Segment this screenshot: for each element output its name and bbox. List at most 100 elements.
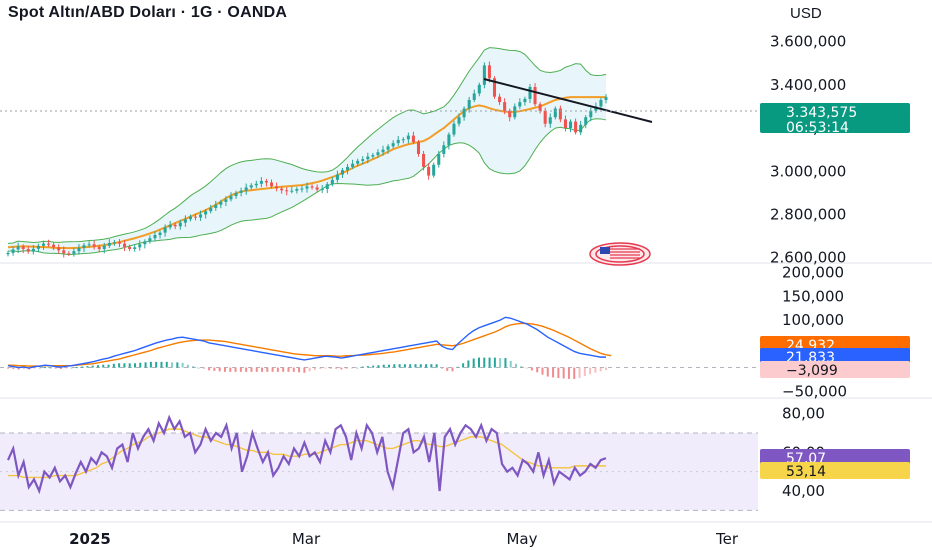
macd-histogram-bar[interactable]: [91, 365, 94, 368]
candle[interactable]: [52, 242, 56, 251]
macd-histogram-bar[interactable]: [552, 367, 555, 378]
candle[interactable]: [234, 190, 238, 199]
candle[interactable]: [26, 246, 30, 254]
trendline[interactable]: [483, 78, 653, 123]
rsi-line[interactable]: [6, 414, 607, 495]
candle[interactable]: [138, 240, 142, 251]
us-flag-icon[interactable]: [589, 242, 651, 266]
candle[interactable]: [117, 239, 122, 248]
macd-panel[interactable]: [0, 316, 758, 379]
macd-histogram-bar[interactable]: [287, 367, 290, 372]
candle[interactable]: [275, 182, 279, 192]
candle[interactable]: [442, 141, 446, 158]
macd-histogram-bar[interactable]: [208, 367, 211, 371]
candle[interactable]: [574, 118, 578, 135]
candle[interactable]: [518, 98, 522, 110]
macd-histogram-bar[interactable]: [372, 365, 375, 368]
candle[interactable]: [437, 150, 441, 168]
macd-histogram-bar[interactable]: [255, 367, 258, 372]
macd-histogram-bar[interactable]: [59, 367, 62, 369]
candle[interactable]: [457, 113, 461, 127]
macd-histogram-bar[interactable]: [340, 367, 343, 370]
candle[interactable]: [528, 83, 532, 103]
macd-histogram-bar[interactable]: [96, 365, 99, 368]
candle[interactable]: [123, 239, 127, 251]
macd-histogram-bar[interactable]: [282, 367, 285, 372]
candle[interactable]: [315, 184, 319, 193]
candle[interactable]: [158, 230, 162, 239]
macd-histogram-bar[interactable]: [393, 364, 396, 368]
candle[interactable]: [351, 159, 355, 170]
candle[interactable]: [57, 244, 61, 254]
macd-histogram-bar[interactable]: [197, 367, 200, 369]
candle[interactable]: [31, 244, 35, 255]
bollinger-upper-line[interactable]: [7, 47, 607, 244]
macd-histogram-bar[interactable]: [403, 364, 406, 368]
macd-histogram-bar[interactable]: [451, 367, 454, 372]
candle[interactable]: [244, 183, 248, 195]
candle[interactable]: [128, 244, 132, 252]
candle[interactable]: [411, 131, 415, 145]
candle[interactable]: [280, 186, 284, 194]
macd-histogram-bar[interactable]: [435, 364, 438, 368]
macd-histogram-bar[interactable]: [350, 367, 353, 369]
macd-histogram-bar[interactable]: [303, 367, 306, 373]
macd-histogram-bar[interactable]: [239, 367, 242, 372]
macd-histogram-bar[interactable]: [530, 367, 533, 371]
macd-histogram-bar[interactable]: [250, 367, 253, 372]
candle[interactable]: [356, 158, 360, 167]
candle[interactable]: [41, 240, 45, 250]
macd-histogram-bar[interactable]: [44, 367, 47, 369]
candle[interactable]: [163, 224, 167, 237]
macd-histogram-bar[interactable]: [467, 360, 470, 368]
candle[interactable]: [589, 107, 593, 122]
candle[interactable]: [102, 242, 106, 254]
candle[interactable]: [584, 115, 588, 129]
candle[interactable]: [224, 196, 228, 207]
macd-histogram-bar[interactable]: [298, 367, 301, 373]
macd-histogram-bar[interactable]: [149, 361, 152, 368]
macd-histogram-bar[interactable]: [536, 367, 539, 373]
candle[interactable]: [391, 140, 395, 149]
macd-histogram-bar[interactable]: [562, 367, 565, 379]
candle[interactable]: [204, 209, 208, 219]
macd-histogram-bar[interactable]: [462, 363, 465, 368]
macd-histogram-bar[interactable]: [38, 367, 41, 369]
candle[interactable]: [416, 139, 421, 157]
macd-histogram-bar[interactable]: [493, 357, 496, 368]
candle[interactable]: [386, 144, 390, 154]
candle[interactable]: [604, 94, 608, 104]
macd-histogram-bar[interactable]: [557, 367, 560, 378]
candle[interactable]: [188, 214, 192, 222]
candle[interactable]: [178, 219, 182, 230]
candle[interactable]: [432, 162, 436, 178]
macd-histogram-bar[interactable]: [546, 367, 549, 377]
candle[interactable]: [366, 152, 370, 164]
macd-histogram-bar[interactable]: [509, 360, 512, 368]
macd-histogram-bar[interactable]: [171, 362, 174, 368]
candle[interactable]: [533, 83, 537, 107]
rsi-panel[interactable]: [0, 414, 758, 511]
candle[interactable]: [447, 132, 451, 150]
macd-histogram-bar[interactable]: [54, 367, 57, 369]
candle[interactable]: [300, 185, 304, 193]
candle[interactable]: [148, 235, 152, 244]
macd-histogram-bar[interactable]: [414, 364, 417, 368]
macd-signal-line[interactable]: [8, 322, 612, 367]
macd-histogram-bar[interactable]: [134, 363, 137, 368]
candle[interactable]: [472, 89, 476, 103]
candle[interactable]: [133, 244, 137, 252]
candle[interactable]: [487, 61, 491, 83]
macd-histogram-bar[interactable]: [223, 367, 226, 372]
candle[interactable]: [558, 105, 562, 123]
candle[interactable]: [305, 182, 309, 193]
macd-histogram-bar[interactable]: [118, 363, 121, 368]
macd-histogram-bar[interactable]: [541, 367, 544, 375]
macd-histogram-bar[interactable]: [382, 364, 385, 368]
candle[interactable]: [325, 182, 329, 194]
macd-histogram-bar[interactable]: [324, 367, 327, 369]
macd-histogram-bar[interactable]: [525, 367, 528, 369]
candle[interactable]: [452, 120, 456, 137]
candle[interactable]: [36, 243, 40, 253]
macd-histogram-bar[interactable]: [202, 367, 205, 369]
